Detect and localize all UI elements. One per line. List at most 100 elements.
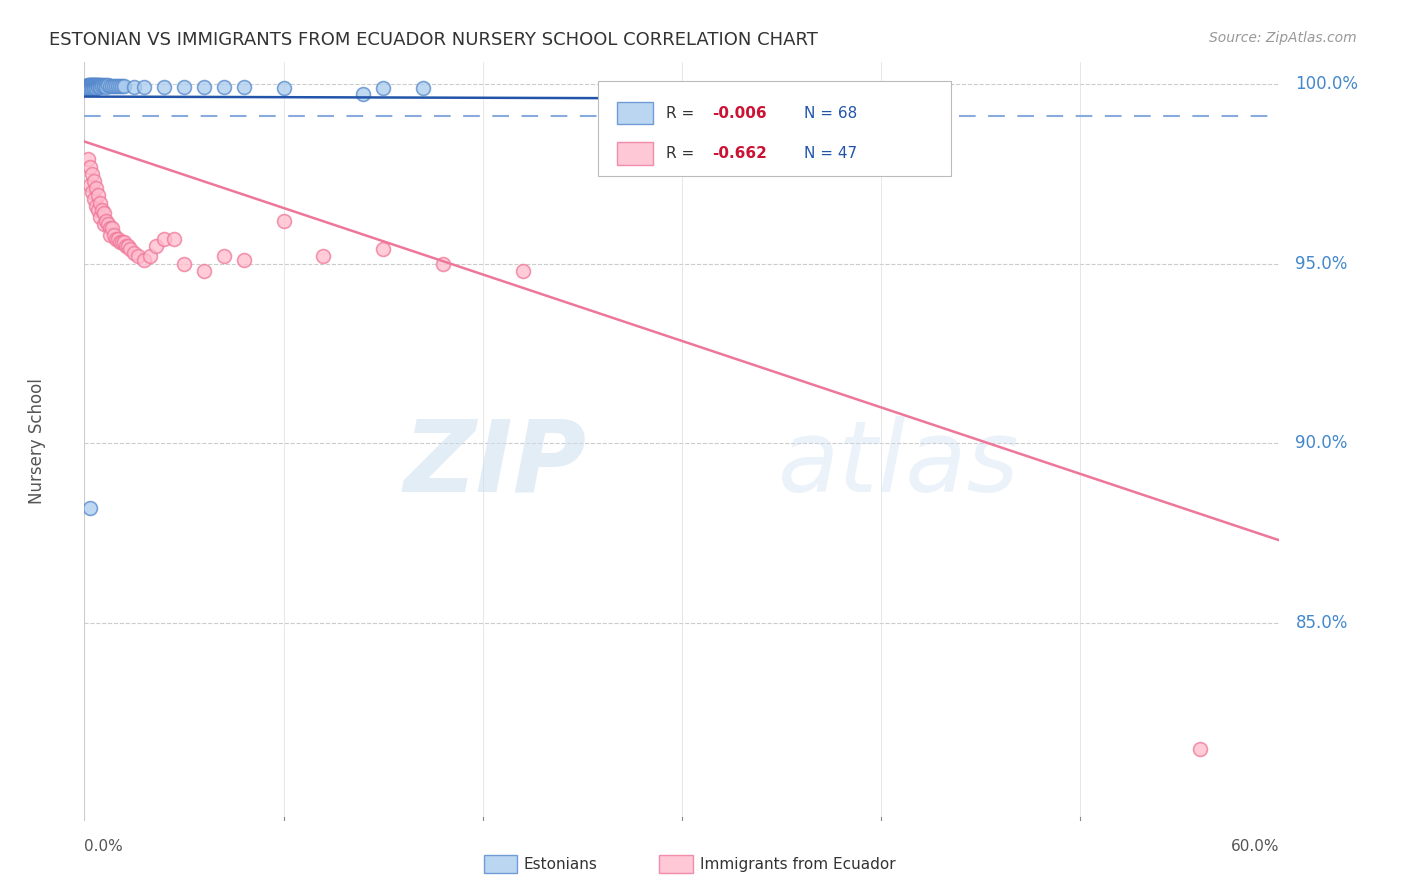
Point [91, 79, 114, 94]
Point [86, 78, 108, 92]
Point [105, 231, 128, 245]
Point [79, 79, 101, 94]
Text: Immigrants from Ecuador: Immigrants from Ecuador [700, 857, 896, 871]
Point [212, 79, 235, 94]
Text: -0.662: -0.662 [711, 145, 766, 161]
Text: ESTONIAN VS IMMIGRANTS FROM ECUADOR NURSERY SCHOOL CORRELATION CHART: ESTONIAN VS IMMIGRANTS FROM ECUADOR NURS… [49, 31, 818, 49]
Point [153, 79, 176, 94]
Point [77, 78, 100, 93]
Point [75, 81, 97, 95]
Point [212, 250, 235, 264]
Text: N = 68: N = 68 [804, 105, 858, 120]
Point [122, 79, 145, 94]
Point [193, 264, 215, 278]
Point [83, 79, 105, 94]
Point [122, 246, 145, 260]
Point [120, 242, 142, 256]
Point [82, 167, 104, 181]
Point [312, 250, 335, 264]
Point [83, 79, 105, 94]
Point [232, 80, 254, 95]
Text: 85.0%: 85.0% [1295, 614, 1348, 632]
Point [79, 80, 101, 95]
Point [97, 217, 120, 231]
Text: R =: R = [666, 145, 700, 161]
Point [117, 238, 139, 252]
Point [75, 79, 97, 94]
Point [110, 235, 132, 249]
Point [87, 80, 110, 95]
Point [132, 253, 156, 268]
Point [87, 188, 110, 202]
Point [153, 231, 176, 245]
Text: Nursery School: Nursery School [28, 378, 45, 505]
Point [89, 195, 111, 210]
Point [97, 78, 120, 93]
Point [86, 181, 108, 195]
Point [86, 80, 108, 95]
Text: atlas: atlas [778, 416, 1019, 513]
Point [86, 78, 108, 93]
Point [93, 217, 115, 231]
Point [107, 231, 129, 245]
Point [432, 257, 454, 271]
Point [127, 250, 149, 264]
Point [83, 174, 105, 188]
Text: 90.0%: 90.0% [1295, 434, 1348, 452]
Point [87, 202, 110, 217]
Point [101, 220, 124, 235]
Point [79, 501, 101, 516]
Text: 0.0%: 0.0% [84, 838, 124, 854]
Point [89, 80, 111, 95]
Point [111, 235, 134, 249]
Point [87, 78, 110, 93]
Point [82, 78, 104, 92]
Point [83, 78, 105, 92]
Point [98, 78, 121, 93]
Point [89, 78, 111, 93]
Point [93, 206, 115, 220]
Point [79, 78, 101, 93]
Point [82, 79, 104, 94]
Point [273, 213, 295, 227]
Point [352, 87, 374, 101]
Point [96, 78, 118, 93]
Point [96, 79, 118, 94]
Point [79, 78, 101, 93]
Point [77, 81, 100, 95]
Point [98, 220, 121, 235]
Point [77, 79, 100, 94]
FancyBboxPatch shape [617, 102, 654, 125]
Point [91, 202, 114, 217]
Point [373, 80, 395, 95]
Point [82, 79, 104, 94]
Point [79, 160, 101, 174]
Point [232, 253, 254, 268]
Point [98, 227, 121, 242]
Point [173, 79, 195, 94]
Point [86, 79, 108, 94]
Point [83, 81, 105, 95]
Point [139, 250, 162, 264]
Point [111, 79, 134, 94]
Point [412, 81, 434, 95]
Text: ZIP: ZIP [404, 416, 586, 513]
Point [103, 227, 125, 242]
Point [82, 78, 104, 92]
Point [79, 78, 101, 92]
Point [89, 210, 111, 224]
Point [82, 78, 104, 93]
Point [273, 80, 295, 95]
Text: Estonians: Estonians [523, 857, 598, 871]
Point [193, 79, 215, 94]
Point [82, 185, 104, 199]
Point [79, 178, 101, 192]
Point [83, 78, 105, 93]
Point [82, 80, 104, 95]
Point [89, 79, 111, 94]
Point [110, 79, 132, 94]
Text: N = 47: N = 47 [804, 145, 856, 161]
Point [105, 79, 128, 94]
Point [373, 242, 395, 256]
Point [107, 79, 129, 94]
